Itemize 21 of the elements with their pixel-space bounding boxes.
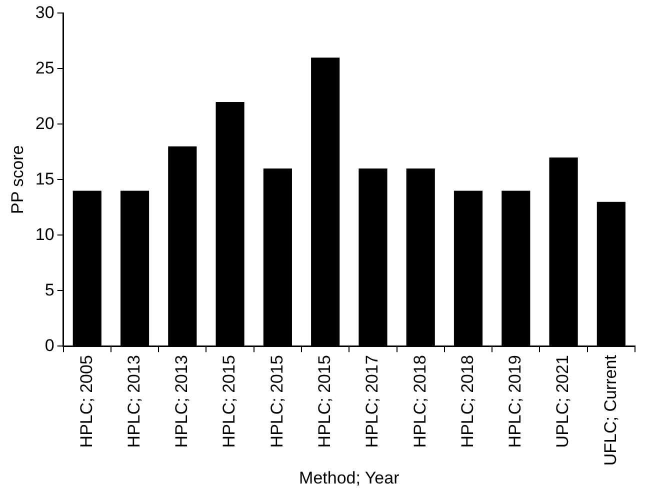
x-tick-label: HPLC; 2019	[506, 355, 525, 448]
x-tick-label: HPLC; 2018	[410, 355, 430, 448]
y-tick-label: 0	[44, 336, 54, 355]
y-tick-label: 15	[35, 169, 54, 188]
y-tick-label: 5	[44, 280, 54, 300]
x-tick-label: HPLC; 2018	[458, 355, 477, 448]
y-tick-label: 10	[35, 224, 54, 244]
y-tick-label: 20	[35, 114, 54, 133]
y-tick-label: 30	[35, 2, 54, 22]
x-tick-label: HPLC; 2013	[124, 355, 144, 448]
x-tick-label: HPLC; 2015	[315, 355, 334, 448]
y-axis-title: PP score	[8, 145, 27, 214]
y-tick-label: 25	[35, 58, 54, 78]
x-tick-label: HPLC; 2005	[76, 355, 96, 448]
x-tick-label: HPLC; 2017	[362, 355, 382, 448]
x-tick-label: HPLC; 2015	[267, 355, 286, 448]
x-axis-title: Method; Year	[299, 468, 400, 488]
x-tick-label: UPLC; 2021	[553, 355, 572, 448]
x-tick-label: HPLC; 2015	[220, 355, 239, 448]
x-tick-label: UFLC; Current	[600, 354, 620, 466]
x-tick-label: HPLC; 2013	[172, 355, 192, 448]
